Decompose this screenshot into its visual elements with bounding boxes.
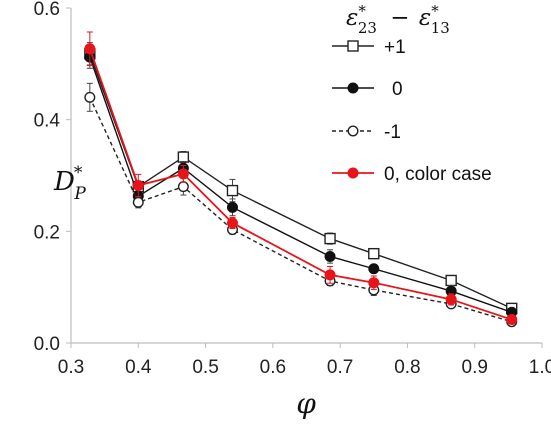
data-point	[368, 247, 380, 260]
y-tick-label: 0.2	[34, 222, 60, 243]
axes	[66, 7, 543, 348]
y-axis-label-sup: *	[74, 163, 83, 183]
x-tick-label: 0.8	[394, 357, 420, 378]
x-tick-label: 0.5	[192, 357, 218, 378]
plot-area	[84, 31, 518, 328]
data-point	[226, 201, 238, 213]
x-tick-label: 0.6	[260, 357, 286, 378]
data-point	[506, 314, 518, 326]
series-line	[89, 56, 512, 313]
y-axis-label-sub: P	[73, 184, 86, 204]
x-tick-label: 0.3	[58, 357, 84, 378]
data-point	[324, 269, 336, 281]
legend-title-eps2: ε	[419, 5, 431, 31]
legend-marker	[347, 167, 359, 179]
y-tick-label: 0.6	[34, 0, 60, 20]
legend-title-minus: −	[383, 5, 417, 31]
data-point	[368, 263, 380, 275]
data-point	[368, 277, 380, 289]
x-tick-label: 0.4	[125, 357, 152, 378]
legend-label: 0	[392, 79, 403, 100]
series-line	[88, 48, 513, 321]
data-point	[324, 250, 336, 262]
legend-marker	[347, 40, 359, 52]
legend-item-0: +1	[332, 37, 406, 58]
legend-title-sup2: *	[431, 2, 439, 20]
series-line	[89, 53, 513, 310]
legend: +1 0 -1 0, color case	[332, 37, 492, 185]
x-tick-label: 0.9	[462, 357, 488, 378]
legend-title-sub1: 23	[358, 19, 377, 37]
legend-label: 0, color case	[384, 164, 492, 185]
series-line	[89, 97, 512, 323]
data-point	[324, 232, 336, 245]
y-tick-label: 0.4	[34, 111, 61, 132]
legend-title: ε* 23 − ε* 13	[346, 2, 450, 37]
x-tick-label: 1.0	[529, 357, 551, 378]
legend-item-1: 0	[332, 79, 403, 100]
legend-marker	[347, 125, 359, 137]
y-tick-label: 0.0	[34, 334, 60, 355]
x-tick-label: 0.7	[327, 357, 353, 378]
data-point	[132, 180, 144, 192]
data-point	[226, 184, 239, 197]
data-point	[177, 181, 189, 193]
legend-marker	[347, 82, 359, 94]
data-point	[445, 274, 457, 287]
y-axis-label: D* P	[53, 163, 86, 204]
series-3	[84, 31, 518, 326]
legend-label: -1	[384, 122, 401, 143]
tick-labels: 0.3 0.4 0.5 0.6 0.7 0.8 0.9 1.0 0.0 0.2 0.4 0.6	[34, 0, 551, 378]
data-point	[445, 293, 457, 305]
data-point	[84, 91, 96, 103]
legend-item-2: -1	[332, 122, 401, 143]
data-point	[177, 151, 190, 163]
legend-title-sub2: 13	[431, 19, 450, 37]
y-axis-label-main: D	[53, 167, 75, 197]
legend-title-sup1: *	[358, 2, 366, 20]
data-point	[132, 196, 144, 208]
legend-title-eps1: ε	[346, 5, 358, 31]
legend-label: +1	[384, 37, 406, 58]
x-axis-label: φ	[296, 387, 316, 420]
data-point	[177, 168, 189, 180]
legend-item-3: 0, color case	[332, 164, 492, 185]
data-point	[84, 43, 96, 55]
data-point	[226, 217, 238, 229]
